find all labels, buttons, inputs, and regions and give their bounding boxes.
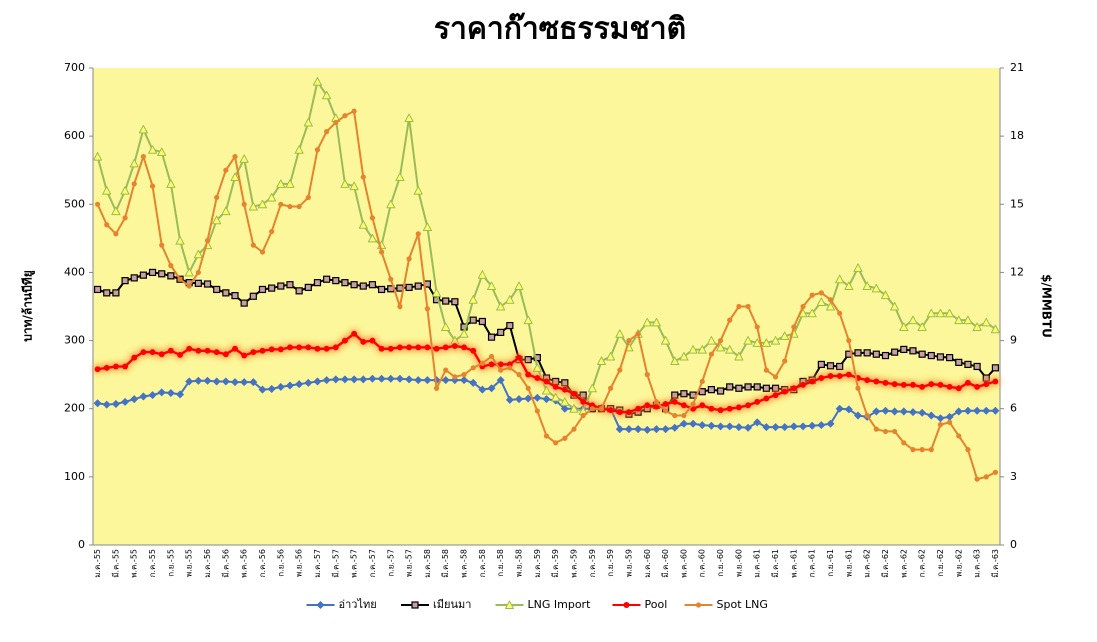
x-tick-label: ม.ค.-60 <box>643 549 652 578</box>
y-tick-label: 500 <box>64 197 85 210</box>
x-tick-label: มี.ค.-58 <box>441 549 450 578</box>
x-tick-label: ม.ค.-63 <box>973 549 982 578</box>
x-tick-label: ก.ค.-61 <box>808 549 817 577</box>
x-tick-label: มี.ค.-61 <box>771 549 780 578</box>
legend-label: เมียนมา <box>433 598 471 611</box>
y2-tick-label: 0 <box>1010 538 1017 551</box>
y-tick-label: 700 <box>64 61 85 74</box>
x-tick-label: พ.ย.-56 <box>295 549 304 577</box>
x-tick-label: พ.ค.-56 <box>240 549 249 578</box>
x-tick-label: ก.ย.-56 <box>276 549 285 577</box>
x-tick-label: พ.ย.-58 <box>515 549 524 577</box>
x-tick-label: มี.ค.-56 <box>221 549 230 578</box>
y2-tick-label: 21 <box>1010 61 1024 74</box>
x-tick-label: ม.ค.-58 <box>423 549 432 578</box>
y2-axis-label: $/MMBTU <box>1040 274 1054 338</box>
x-tick-label: ก.ย.-61 <box>826 549 835 577</box>
y2-tick-label: 15 <box>1010 197 1024 210</box>
x-tick-label: พ.ย.-59 <box>624 549 633 577</box>
y-axis-label: บาท/ล้านบีทียู <box>21 270 36 342</box>
x-tick-label: พ.ย.-57 <box>405 549 414 577</box>
x-tick-label: พ.ค.-55 <box>130 549 139 578</box>
x-tick-label: พ.ย.-55 <box>185 549 194 577</box>
x-tick-label: ก.ย.-58 <box>496 549 505 577</box>
y-tick-label: 200 <box>64 402 85 415</box>
x-tick-label: ก.ค.-60 <box>698 549 707 577</box>
series-line <box>94 108 999 482</box>
legend-label: LNG Import <box>528 598 592 611</box>
plot-area <box>93 68 1000 545</box>
x-tick-label: พ.ย.-61 <box>844 549 853 577</box>
x-tick-label: มี.ค.-55 <box>111 549 120 578</box>
x-tick-label: พ.ค.-57 <box>350 549 359 578</box>
x-tick-label: มี.ค.-62 <box>881 549 890 578</box>
x-tick-label: ก.ย.-55 <box>166 549 175 577</box>
x-tick-label: พ.ย.-60 <box>734 549 743 577</box>
x-tick-label: พ.ค.-62 <box>899 549 908 578</box>
x-tick-label: ก.ค.-55 <box>148 549 157 577</box>
x-tick-label: พ.ค.-60 <box>679 549 688 578</box>
y-tick-label: 300 <box>64 334 85 347</box>
y2-tick-label: 12 <box>1010 265 1024 278</box>
y2-tick-label: 6 <box>1010 402 1017 415</box>
x-tick-label: พ.ค.-59 <box>569 549 578 578</box>
legend-label: Spot LNG <box>717 598 768 611</box>
y-tick-label: 100 <box>64 470 85 483</box>
y2-tick-label: 3 <box>1010 470 1017 483</box>
x-tick-label: ก.ย.-59 <box>606 549 615 577</box>
x-tick-label: พ.ย.-62 <box>954 549 963 577</box>
x-tick-label: ก.ย.-62 <box>936 549 945 577</box>
x-tick-label: พ.ค.-61 <box>789 549 798 578</box>
legend-label: อ่าวไทย <box>339 598 377 611</box>
x-tick-label: ก.ย.-60 <box>716 549 725 577</box>
x-tick-label: ก.ค.-56 <box>258 549 267 577</box>
y2-tick-label: 9 <box>1010 334 1017 347</box>
x-tick-label: ม.ค.-62 <box>863 549 872 578</box>
x-tick-label: ก.ย.-57 <box>386 549 395 577</box>
x-tick-label: ก.ค.-59 <box>588 549 597 577</box>
x-tick-label: ก.ค.-57 <box>368 549 377 577</box>
x-tick-label: มี.ค.-57 <box>331 549 340 578</box>
x-tick-label: มี.ค.-63 <box>991 549 1000 578</box>
x-tick-label: ม.ค.-55 <box>93 549 102 578</box>
x-tick-label: ก.ค.-58 <box>478 549 487 577</box>
x-tick-label: ม.ค.-57 <box>313 549 322 578</box>
x-tick-label: มี.ค.-59 <box>551 549 560 578</box>
y-tick-label: 400 <box>64 265 85 278</box>
x-tick-label: ม.ค.-61 <box>753 549 762 578</box>
x-tick-label: ม.ค.-59 <box>533 549 542 578</box>
x-tick-label: ก.ค.-62 <box>918 549 927 577</box>
y-tick-label: 0 <box>78 538 85 551</box>
chart-title: ราคาก๊าซธรรมชาติ <box>434 12 686 47</box>
x-tick-label: พ.ค.-58 <box>460 549 469 578</box>
x-tick-label: ม.ค.-56 <box>203 549 212 578</box>
x-tick-label: มี.ค.-60 <box>661 549 670 578</box>
legend-label: Pool <box>645 598 668 611</box>
y2-tick-label: 18 <box>1010 129 1024 142</box>
y-tick-label: 600 <box>64 129 85 142</box>
